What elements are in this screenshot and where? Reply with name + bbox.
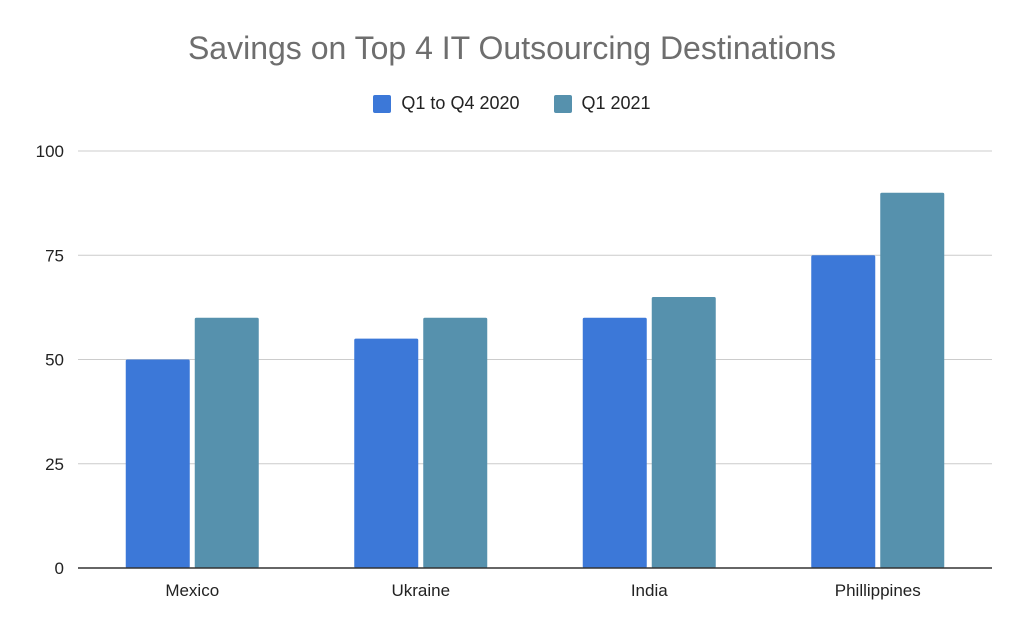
legend-item-series-2: Q1 2021 — [553, 93, 651, 114]
bar — [354, 338, 419, 568]
bar — [194, 317, 259, 568]
legend-item-series-1: Q1 to Q4 2020 — [373, 93, 520, 114]
y-tick-label: 50 — [45, 351, 64, 370]
x-tick-label: India — [631, 581, 668, 600]
legend-label-series-2: Q1 2021 — [581, 93, 651, 113]
y-tick-label: 100 — [36, 142, 64, 161]
bar — [423, 317, 488, 568]
legend: Q1 to Q4 2020 Q1 2021 — [0, 93, 1024, 114]
chart-title: Savings on Top 4 IT Outsourcing Destinat… — [187, 30, 837, 66]
y-tick-label: 25 — [45, 455, 64, 474]
y-tick-label: 0 — [55, 559, 64, 578]
x-tick-label: Ukraine — [391, 581, 450, 600]
x-tick-label: Phillippines — [835, 581, 921, 600]
bar — [880, 192, 945, 568]
bar — [811, 255, 876, 568]
y-tick-label: 75 — [45, 246, 64, 265]
legend-label-series-1: Q1 to Q4 2020 — [401, 93, 520, 113]
legend-swatch-series-2 — [553, 94, 572, 113]
bar — [582, 317, 647, 568]
bar — [651, 296, 716, 568]
bar — [125, 359, 190, 568]
x-tick-label: Mexico — [165, 581, 219, 600]
legend-swatch-series-1 — [373, 94, 392, 113]
